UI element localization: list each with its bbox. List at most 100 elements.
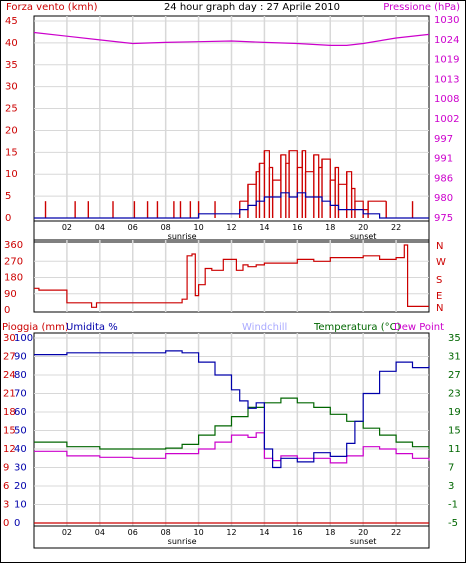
series-dew-point	[34, 432, 430, 464]
y-temperature-tick-label: 19	[448, 407, 461, 418]
y-right-tick-label: N	[436, 241, 443, 252]
sunset-label: sunset	[350, 232, 377, 241]
y-rain-tick-label: 9	[3, 463, 9, 474]
x-tick-label: 02	[62, 223, 72, 232]
panel3-humidity-label: Umidita %	[66, 322, 118, 333]
x-tick-label: 08	[161, 528, 171, 537]
series-wind-average	[34, 192, 429, 219]
panel3-rain-label: Pioggia (mm)	[2, 322, 69, 333]
x-tick-label: 06	[128, 223, 138, 232]
y-humidity-tick-label: 80	[14, 370, 27, 381]
y-rain-tick-label: 3	[3, 500, 9, 511]
y-rain-tick-label: 21	[3, 389, 16, 400]
y-right-tick-label: S	[436, 275, 442, 286]
y-rain-tick-label: 0	[3, 518, 9, 529]
y-right-tick-label: 1024	[434, 35, 459, 46]
y-left-tick-label: 15	[5, 147, 18, 158]
y-temperature-tick-label: 11	[448, 444, 461, 455]
y-right-tick-label: 997	[434, 134, 453, 145]
x-tick-label: 12	[226, 223, 236, 232]
x-tick-label: 06	[128, 528, 138, 537]
y-temperature-tick-label: -1	[448, 500, 458, 511]
y-left-tick-label: 180	[4, 273, 23, 284]
y-humidity-tick-label: 0	[14, 518, 20, 529]
y-temperature-tick-label: 3	[448, 481, 454, 492]
panel1-title: 24 hour graph day : 27 Aprile 2010	[164, 2, 340, 13]
y-rain-tick-label: 30	[3, 333, 16, 344]
y-right-tick-label: 991	[434, 154, 453, 165]
sunrise-label: sunrise	[168, 232, 197, 241]
x-tick-label: 22	[391, 528, 401, 537]
y-left-tick-label: 30	[5, 82, 18, 93]
y-humidity-tick-label: 40	[14, 444, 27, 455]
x-tick-label: 10	[193, 528, 203, 537]
panel3-grid	[34, 333, 429, 526]
panel3-temperature-label: Temperatura (°C)	[313, 322, 401, 333]
y-humidity-tick-label: 70	[14, 389, 27, 400]
y-right-tick-label: 1019	[434, 55, 459, 66]
panel1-x-labels: 02 04 06 08 10 12 14 16 18 20 22 sunrise sunset	[62, 223, 401, 241]
series-temperature	[34, 397, 430, 450]
y-humidity-tick-label: 60	[14, 407, 27, 418]
y-humidity-tick-label: 100	[14, 333, 33, 344]
y-temperature-tick-label: 31	[448, 352, 461, 363]
y-rain-tick-label: 6	[3, 481, 9, 492]
y-right-tick-label: 1030	[434, 15, 459, 26]
x-tick-label: 14	[259, 223, 269, 232]
x-tick-label: 22	[391, 223, 401, 232]
y-left-tick-label: 25	[5, 104, 18, 115]
panel3-series	[34, 350, 430, 524]
y-temperature-tick-label: 15	[448, 426, 461, 437]
x-tick-label: 20	[358, 528, 368, 537]
panel3-x-labels: 02 04 06 08 10 12 14 16 18 20 22 sunrise sunset	[62, 528, 401, 546]
sunset-label: sunset	[350, 537, 377, 546]
x-tick-label: 18	[325, 223, 335, 232]
y-left-tick-label: 20	[5, 125, 18, 136]
panel1-grid	[34, 16, 429, 218]
y-temperature-tick-label: 27	[448, 370, 461, 381]
panel3-dewpoint-label: Dew Point	[394, 322, 444, 333]
y-right-tick-label: E	[436, 291, 442, 302]
y-left-tick-label: 5	[5, 191, 11, 202]
y-rain-tick-label: 27	[3, 352, 16, 363]
panel1-ticks: 0 5 10 15 20 25 30 35 40 45 975 980 986 991 997 1002 100…	[5, 15, 459, 224]
y-right-tick-label: 1002	[434, 114, 459, 125]
y-humidity-tick-label: 10	[14, 500, 27, 511]
panel3-xaxis-box	[33, 525, 430, 549]
y-left-tick-label: 35	[5, 60, 18, 71]
y-right-tick-label: 986	[434, 173, 453, 184]
y-left-tick-label: 360	[4, 240, 23, 251]
y-left-tick-label: 0	[5, 213, 11, 224]
y-right-tick-label: W	[436, 257, 446, 268]
y-right-tick-label: 975	[434, 213, 453, 224]
y-right-tick-label: N	[436, 303, 443, 314]
x-tick-label: 04	[95, 223, 105, 232]
y-humidity-tick-label: 90	[14, 352, 27, 363]
panel2-grid	[34, 240, 429, 312]
y-left-tick-label: 40	[5, 38, 18, 49]
series-humidity	[34, 350, 430, 469]
y-humidity-tick-label: 20	[14, 481, 27, 492]
y-temperature-tick-label: -5	[448, 518, 458, 529]
x-tick-label: 16	[292, 223, 302, 232]
series-wind-gust	[239, 150, 387, 211]
x-tick-label: 12	[226, 528, 236, 537]
panel1-left-label: Forza vento (kmh)	[6, 2, 98, 13]
y-temperature-tick-label: 35	[448, 333, 461, 344]
y-left-tick-label: 90	[4, 289, 17, 300]
y-rain-tick-label: 12	[3, 444, 16, 455]
y-right-tick-label: 980	[434, 193, 453, 204]
panel1-series	[33, 31, 430, 219]
x-tick-label: 14	[259, 528, 269, 537]
y-left-tick-label: 0	[4, 305, 10, 316]
x-tick-label: 02	[62, 528, 72, 537]
x-tick-label: 20	[358, 223, 368, 232]
panel1-right-label: Pressione (hPa)	[383, 2, 460, 13]
y-left-tick-label: 45	[5, 16, 18, 27]
y-temperature-tick-label: 7	[448, 463, 454, 474]
y-right-tick-label: 1013	[434, 74, 459, 85]
y-rain-tick-label: 24	[3, 370, 16, 381]
y-humidity-tick-label: 30	[14, 463, 27, 474]
